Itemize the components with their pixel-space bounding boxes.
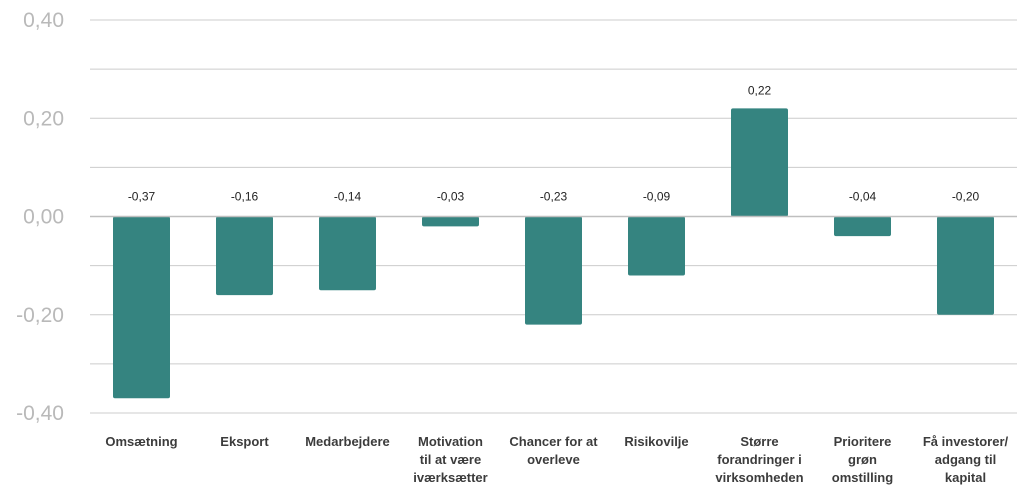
y-tick-label: 0,40 (23, 9, 64, 32)
x-tick-label: Omsætning (105, 434, 177, 449)
x-tick-label: Større forandringer i virksomheden (715, 434, 803, 485)
data-label: -0,03 (437, 190, 465, 204)
x-tick-label: Motivation til at være iværksætter (413, 434, 487, 485)
data-label: -0,20 (952, 190, 980, 204)
bars (113, 108, 994, 399)
x-tick-label: Eksport (220, 434, 269, 449)
x-tick-label-line: Omsætning (105, 434, 177, 449)
x-tick-label-line: Risikovilje (624, 434, 688, 449)
bar (731, 108, 788, 217)
x-tick-label-line: Få investorer/ (923, 434, 1009, 449)
data-label: -0,14 (334, 190, 362, 204)
x-tick-label: Prioritere grøn omstilling (832, 434, 893, 485)
x-tick-label-line: Chancer for at (509, 434, 598, 449)
x-tick-label-line: overleve (527, 452, 580, 467)
bar (113, 216, 170, 399)
data-label: -0,37 (128, 190, 156, 204)
bar (422, 216, 479, 227)
data-label: -0,16 (231, 190, 259, 204)
x-tick-label-line: Større (740, 434, 778, 449)
data-label: -0,09 (643, 190, 671, 204)
data-label: -0,04 (849, 190, 877, 204)
x-tick-label: Medarbejdere (305, 434, 390, 449)
x-tick-label-line: Motivation (418, 434, 483, 449)
x-tick-label: Få investorer/adgang til kapital (923, 434, 1009, 485)
bar (216, 216, 273, 296)
bar (525, 216, 582, 325)
bar (937, 216, 994, 315)
x-tick-label-line: Prioritere (834, 434, 892, 449)
bar (628, 216, 685, 276)
bar (319, 216, 376, 291)
x-tick-label-line: adgang til (935, 452, 996, 467)
x-tick-label-line: omstilling (832, 470, 893, 485)
y-tick-label: 0,20 (23, 107, 64, 130)
data-label: -0,23 (540, 190, 568, 204)
y-axis: 0,40 0,20 0,00 -0,20 -0,40 (16, 9, 64, 425)
bar (834, 216, 891, 237)
x-tick-label-line: iværksætter (413, 470, 487, 485)
y-tick-label: -0,20 (16, 304, 64, 327)
x-tick-label-line: til at være (420, 452, 481, 467)
data-label: 0,22 (748, 83, 772, 97)
x-axis: Omsætning Eksport Medarbejdere Motivation ti… (105, 434, 1008, 485)
y-tick-label: 0,00 (23, 206, 64, 229)
x-tick-label-line: forandringer i (717, 452, 802, 467)
x-tick-label: Chancer for at overleve (509, 434, 598, 467)
x-tick-label-line: grøn (848, 452, 877, 467)
data-labels: -0,37 -0,16 -0,14 -0,03 -0,23 -0,09 0,22 -0,04 -… (128, 83, 980, 203)
x-tick-label-line: kapital (945, 470, 986, 485)
y-tick-label: -0,40 (16, 402, 64, 425)
x-tick-label-line: Eksport (220, 434, 269, 449)
x-tick-label-line: virksomheden (715, 470, 803, 485)
x-tick-label-line: Medarbejdere (305, 434, 390, 449)
x-tick-label: Risikovilje (624, 434, 688, 449)
